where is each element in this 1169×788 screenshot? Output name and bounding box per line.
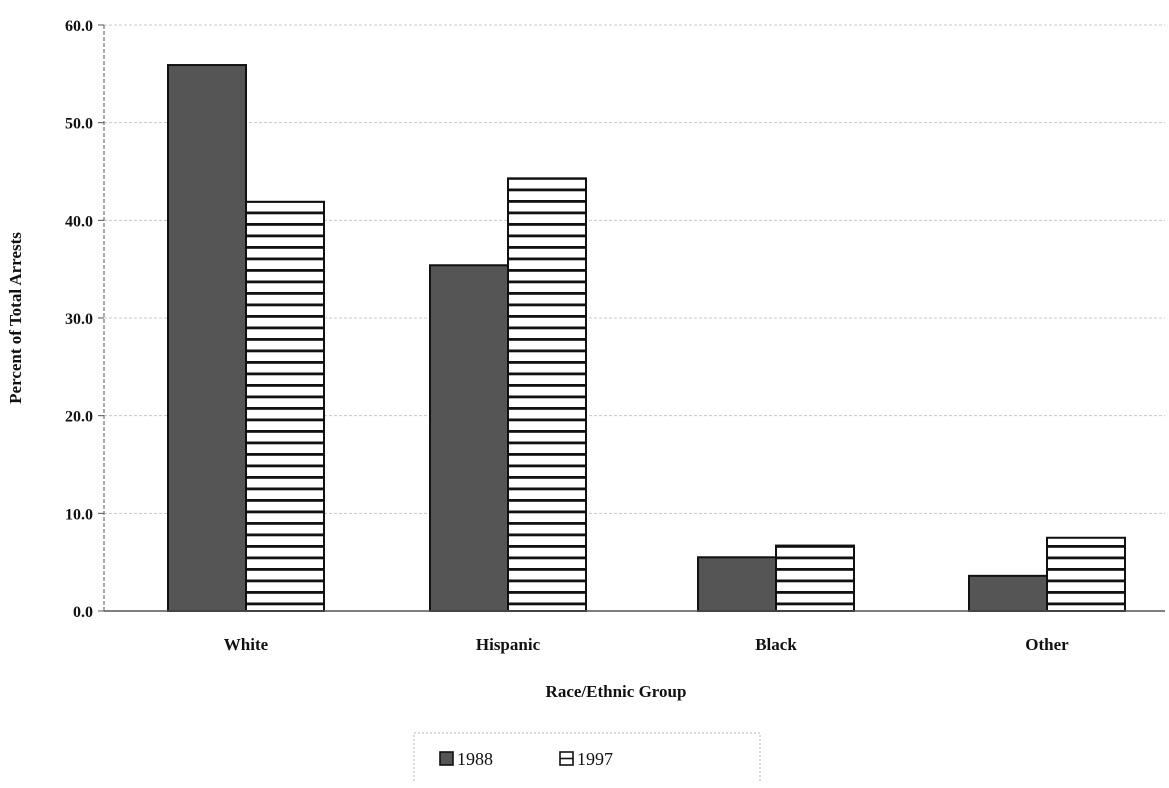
bar-1997-other — [1046, 536, 1126, 612]
x-tick-label: White — [224, 635, 269, 654]
y-tick-label: 10.0 — [65, 506, 93, 523]
bar-1997-white — [245, 200, 325, 612]
legend-label-1988: 1988 — [457, 749, 493, 769]
y-tick-label: 20.0 — [65, 409, 93, 426]
legend-swatch-1988 — [439, 751, 454, 766]
bar-1997-hispanic — [507, 177, 587, 612]
x-axis-title: Race/Ethnic Group — [546, 682, 687, 701]
y-tick-label: 30.0 — [65, 311, 93, 328]
x-tick-label: Black — [755, 635, 797, 654]
legend: 1988 1997 — [413, 732, 761, 788]
bar-1988-other — [968, 574, 1048, 613]
x-tick-label: Other — [1025, 635, 1069, 654]
bar-1988-hispanic — [429, 264, 509, 612]
axes — [98, 24, 1165, 612]
legend-box — [413, 732, 761, 788]
y-tick-label: 40.0 — [65, 213, 93, 230]
x-tick-label: Hispanic — [476, 635, 541, 654]
y-tick-label: 0.0 — [73, 604, 93, 621]
bar-1997-black — [775, 544, 855, 613]
y-axis-title: Percent of Total Arrests — [6, 232, 25, 404]
y-tick-label: 60.0 — [65, 18, 93, 35]
tick-labels: 0.0 10.0 20.0 30.0 40.0 50.0 60.0 White Hispanic… — [65, 18, 1069, 654]
y-tick-label: 50.0 — [65, 116, 93, 133]
bar-1988-white — [167, 64, 247, 612]
bars — [167, 64, 1126, 613]
bar-1988-black — [697, 556, 777, 612]
legend-label-1997: 1997 — [577, 749, 613, 769]
